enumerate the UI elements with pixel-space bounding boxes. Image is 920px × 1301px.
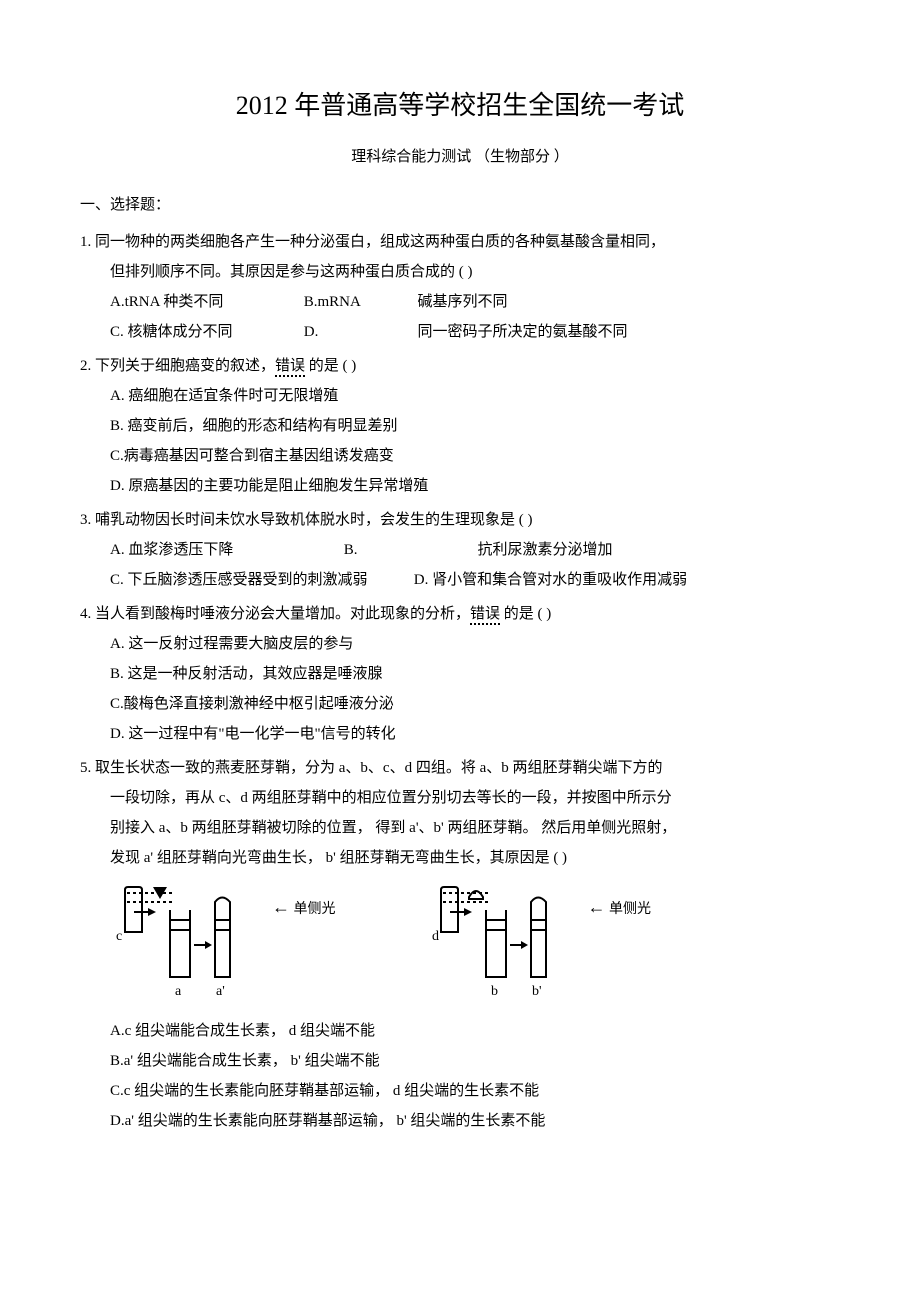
question-5: 5. 取生长状态一致的燕麦胚芽鞘，分为 a、b、c、d 四组。将 a、b 两组胚… [80,753,840,1136]
q2-error-underlined: 错误 [275,358,305,377]
q4-option-a: A. 这一反射过程需要大脑皮层的参与 [80,629,840,659]
q5-diagram-left: c a a' ← 单侧光 [110,885,336,1000]
q3-option-c: C. 下丘脑渗透压感受器受到的刺激减弱 [110,565,410,595]
q5-stem2: 一段切除，再从 c、d 两组胚芽鞘中的相应位置分别切去等长的一段，并按图中所示分 [80,783,840,813]
q1-option-d-text: 同一密码子所决定的氨基酸不同 [418,317,628,347]
q2-option-a: A. 癌细胞在适宜条件时可无限增殖 [80,381,840,411]
arrow-left-icon: ← [272,897,290,917]
q1-stem-line1: 1. 同一物种的两类细胞各产生一种分泌蛋白，组成这两种蛋白质的各种氨基酸含量相同… [80,227,840,257]
q1-option-b-text: 碱基序列不同 [418,287,508,317]
q4-option-b: B. 这是一种反射活动，其效应器是唾液腺 [80,659,840,689]
section-heading: 一、选择题： [80,190,840,220]
question-4: 4. 当人看到酸梅时唾液分泌会大量增加。对此现象的分析，错误 的是 ( ) A.… [80,599,840,749]
svg-text:b': b' [532,984,542,999]
svg-text:b: b [491,984,498,999]
q3-stem: 3. 哺乳动物因长时间未饮水导致机体脱水时，会发生的生理现象是 ( ) [80,505,840,535]
light-label-right: 单侧光 [609,902,651,917]
q4-option-d: D. 这一过程中有"电一化学一电"信号的转化 [80,719,840,749]
q5-option-a: A.c 组尖端能合成生长素， d 组尖端不能 [80,1016,840,1046]
q3-option-b: B. [344,535,474,565]
light-label-left: 单侧光 [294,902,336,917]
q2-option-b: B. 癌变前后，细胞的形态和结构有明显差别 [80,411,840,441]
q5-stem3: 别接入 a、b 两组胚芽鞘被切除的位置， 得到 a'、b' 两组胚芽鞘。 然后用… [80,813,840,843]
q5-option-c: C.c 组尖端的生长素能向胚芽鞘基部运输， d 组尖端的生长素不能 [80,1076,840,1106]
page-subtitle: 理科综合能力测试 （生物部分 ） [80,142,840,172]
q3-option-b-text: 抗利尿激素分泌增加 [478,535,613,565]
q5-diagram-right: d b b' ← 单侧光 [426,885,652,1000]
q3-option-a: A. 血浆渗透压下降 [110,535,340,565]
q2-option-c: C.病毒癌基因可整合到宿主基因组诱发癌变 [80,441,840,471]
question-3: 3. 哺乳动物因长时间未饮水导致机体脱水时，会发生的生理现象是 ( ) A. 血… [80,505,840,595]
q4-error-underlined: 错误 [470,606,500,625]
arrow-right-icon: ← [588,897,606,917]
q5-option-b: B.a' 组尖端能合成生长素， b' 组尖端不能 [80,1046,840,1076]
q1-option-b: B.mRNA [304,287,414,317]
q1-option-a: A.tRNA 种类不同 [110,287,300,317]
svg-text:d: d [432,929,439,944]
diagram-left-svg: c a a' [110,885,260,1000]
q4-stem-pre: 4. 当人看到酸梅时唾液分泌会大量增加。对此现象的分析， [80,606,470,622]
q3-option-d: D. 肾小管和集合管对水的重吸收作用减弱 [414,565,687,595]
q5-option-d: D.a' 组尖端的生长素能向胚芽鞘基部运输， b' 组尖端的生长素不能 [80,1106,840,1136]
q1-stem-line2: 但排列顺序不同。其原因是参与这两种蛋白质合成的 ( ) [80,257,840,287]
q4-option-c: C.酸梅色泽直接刺激神经中枢引起唾液分泌 [80,689,840,719]
svg-text:c: c [116,929,122,944]
diagram-right-svg: d b b' [426,885,576,1000]
q4-stem-post: 的是 ( ) [500,606,551,622]
q1-option-d: D. [304,317,414,347]
q5-stem1: 5. 取生长状态一致的燕麦胚芽鞘，分为 a、b、c、d 四组。将 a、b 两组胚… [80,753,840,783]
page-title: 2012 年普通高等学校招生全国统一考试 [80,80,840,132]
q5-diagrams: c a a' ← 单侧光 d b b' ← 单侧光 [110,885,840,1000]
question-2: 2. 下列关于细胞癌变的叙述，错误 的是 ( ) A. 癌细胞在适宜条件时可无限… [80,351,840,501]
q2-stem-post: 的是 ( ) [305,358,356,374]
q1-option-c: C. 核糖体成分不同 [110,317,300,347]
q2-option-d: D. 原癌基因的主要功能是阻止细胞发生异常增殖 [80,471,840,501]
svg-text:a': a' [216,984,225,999]
svg-text:a: a [175,984,182,999]
question-1: 1. 同一物种的两类细胞各产生一种分泌蛋白，组成这两种蛋白质的各种氨基酸含量相同… [80,227,840,347]
q5-stem4: 发现 a' 组胚芽鞘向光弯曲生长， b' 组胚芽鞘无弯曲生长，其原因是 ( ) [80,843,840,873]
q2-stem-pre: 2. 下列关于细胞癌变的叙述， [80,358,275,374]
